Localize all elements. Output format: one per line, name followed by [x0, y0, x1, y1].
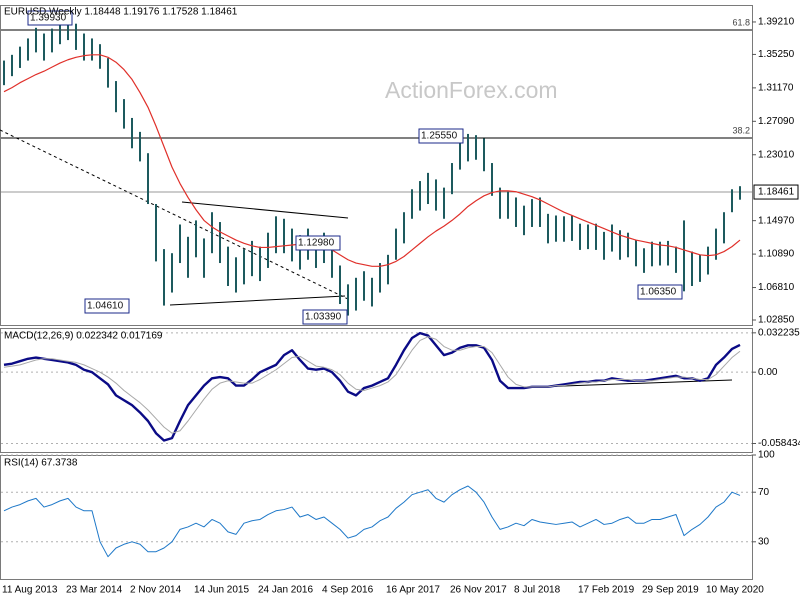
annotation-box — [84, 298, 130, 314]
x-tick-label: 2 Nov 2014 — [130, 585, 182, 596]
y-tick-label: -0.058434 — [758, 438, 800, 449]
x-tick-label: 11 Aug 2013 — [2, 585, 58, 596]
annotation-box — [637, 284, 683, 300]
x-tick-label: 16 Apr 2017 — [386, 585, 440, 596]
annotation: 1.06350 — [640, 287, 677, 298]
x-tick-label: 8 Jul 2018 — [514, 585, 561, 596]
y-tick-label: 1.27090 — [758, 116, 795, 127]
x-tick-label: 29 Sep 2019 — [642, 585, 699, 596]
annotation: 1.25550 — [421, 131, 458, 142]
line — [3, 54, 741, 267]
annotation: 1.04610 — [87, 301, 124, 312]
x-tick-label: 10 May 2020 — [706, 585, 764, 596]
annotation-box — [27, 10, 73, 26]
x-tick-label: 24 Jan 2016 — [258, 585, 313, 596]
rsi-title: RSI(14) 67.3738 — [4, 458, 78, 469]
annotation: 1.39930 — [30, 13, 67, 24]
annotation: 1.03390 — [305, 312, 342, 323]
y-tick-label: 70 — [758, 487, 770, 498]
macd-title: MACD(12,26,9) 0.022342 0.017169 — [4, 331, 163, 342]
annotation-box — [295, 235, 341, 251]
y-tick-label: 1.31170 — [758, 83, 794, 94]
y-tick-label: 1.39210 — [758, 17, 795, 28]
plot-layer: 1.39210 1.35250 1.31170 1.27090 1.23010 1.149… — [1, 10, 800, 596]
x-tick-label: 4 Sep 2016 — [322, 585, 374, 596]
last-price-box — [753, 184, 799, 200]
trend-line — [181, 201, 349, 219]
y-tick-label: 1.10890 — [758, 249, 795, 260]
annotation-box — [418, 128, 464, 144]
trend-line — [169, 295, 346, 306]
y-tick-label: 1.06810 — [758, 282, 795, 293]
x-tick-label: 17 Feb 2019 — [578, 585, 635, 596]
chart-title: EURUSD,Weekly 1.18448 1.19176 1.17528 1.… — [4, 7, 238, 18]
x-tick-label: 26 Nov 2017 — [450, 585, 507, 596]
last-price-label: 1.18461 — [758, 187, 795, 198]
watermark: ActionForex.com — [385, 77, 558, 103]
annotation: 1.12980 — [298, 238, 335, 249]
y-tick-label: 1.02850 — [758, 315, 795, 326]
fib-label: 61.8 — [732, 17, 750, 27]
y-tick-label: 100 — [758, 450, 775, 461]
annotation-box — [302, 309, 348, 325]
line — [3, 485, 741, 558]
y-tick-label: 30 — [758, 536, 770, 547]
y-tick-label: 1.23010 — [758, 149, 795, 160]
fib-label: 38.2 — [732, 125, 750, 135]
x-tick-label: 14 Jun 2015 — [194, 585, 249, 596]
price-panel — [0, 5, 753, 326]
y-tick-label: 1.14970 — [758, 215, 795, 226]
y-tick-label: 0.032235 — [758, 327, 800, 338]
rsi-panel — [0, 455, 753, 580]
trend-line — [0, 129, 351, 301]
line — [3, 336, 741, 434]
macd-panel — [0, 328, 753, 453]
y-tick-label: 0.00 — [758, 367, 778, 378]
y-tick-label: 1.35250 — [758, 49, 795, 60]
x-tick-label: 23 Mar 2014 — [66, 585, 123, 596]
